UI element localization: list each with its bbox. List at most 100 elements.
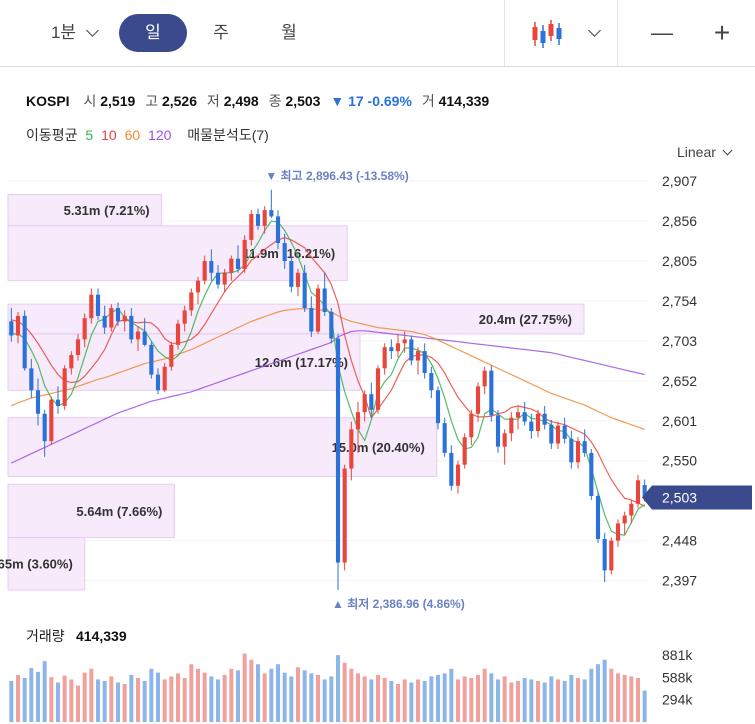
tab-month-label: 월 [281, 23, 297, 42]
price-chart[interactable]: 5.31m (7.21%) 11.9m (16.21%) 20.4m (27.75%… [0, 165, 755, 615]
candle-body [42, 413, 47, 442]
volume-bar [149, 668, 154, 722]
candle-body [415, 351, 421, 361]
volume-bar [42, 661, 47, 722]
candle-body [249, 214, 254, 240]
candle-body [295, 272, 301, 287]
candle-body [282, 243, 287, 262]
tab-month[interactable]: 월 [264, 14, 314, 52]
candle-body [435, 390, 441, 424]
candle-body [489, 370, 494, 416]
candle-body [555, 425, 561, 444]
toolbar-divider [617, 0, 618, 66]
volume-bar [409, 682, 414, 722]
candle-body [642, 485, 647, 498]
volume-bar [576, 677, 580, 722]
candle-body [522, 412, 527, 422]
volume-chart-value: 414,339 [76, 628, 127, 644]
chevron-down-icon [722, 145, 733, 156]
volume-info-value: 414,339 [438, 93, 490, 109]
volume-bar [62, 675, 67, 722]
volume-bar [516, 680, 520, 722]
volume-bar [302, 670, 307, 722]
zoom-in-button[interactable]: + [704, 14, 740, 52]
y-tick-label: 2,601 [662, 413, 697, 429]
volume-tick-label: 881k [662, 647, 693, 663]
y-tick-label: 2,397 [662, 573, 697, 589]
volume-bar [109, 676, 114, 722]
indicator-legend[interactable]: 이동평균 5 10 60 120 매물분석도(7) [26, 125, 273, 145]
volume-bar [522, 677, 527, 722]
volume-bar [136, 677, 140, 722]
candle-body [429, 373, 434, 391]
volume-bar [276, 664, 280, 722]
candle-body [229, 258, 234, 273]
volume-profile-bar [7, 483, 175, 538]
volume-bar [142, 680, 147, 722]
candle-body [549, 424, 554, 444]
volume-bar [349, 668, 354, 722]
volume-bar [556, 679, 560, 722]
tab-week[interactable]: 주 [196, 14, 246, 52]
tab-day[interactable]: 일 [119, 14, 187, 52]
candle-body [275, 216, 281, 244]
volume-profile-label: 12.6m (17.17%) [255, 355, 348, 370]
volume-bar [229, 668, 234, 722]
volume-bar [116, 682, 120, 722]
y-tick-label: 2,805 [662, 253, 697, 269]
candle-body [269, 210, 274, 217]
zoom-out-button[interactable]: — [644, 14, 680, 52]
candle-body [169, 344, 174, 367]
high-label: 고 [145, 93, 159, 109]
chevron-down-icon [86, 24, 99, 37]
volume-bar [536, 680, 540, 722]
candle-body [189, 292, 194, 311]
y-tick-label: 2,754 [662, 293, 697, 309]
candle-body [69, 355, 74, 369]
scale-select[interactable]: Linear [677, 144, 733, 160]
tab-week-label: 주 [213, 23, 229, 42]
chart-type-select[interactable] [520, 14, 610, 52]
volume-bar [589, 668, 594, 722]
volume-bar [96, 679, 100, 722]
volume-bar [296, 667, 300, 722]
candle-body [389, 347, 394, 352]
interval-select[interactable]: 1분 [38, 14, 110, 52]
candle-body [115, 308, 121, 322]
candle-body [149, 344, 154, 375]
candle-body [129, 315, 134, 340]
current-price-tag [642, 485, 752, 510]
volume-chart[interactable]: 거래량 414,339 881k 588k 294k [0, 620, 755, 724]
y-tick-label: 2,856 [662, 213, 697, 229]
candle-body [335, 338, 341, 563]
candle-body [29, 368, 34, 391]
volume-bar [82, 672, 87, 722]
volume-tick-label: 588k [662, 669, 693, 685]
volume-bar [202, 672, 207, 722]
candle-body [355, 412, 361, 430]
volume-bar [249, 659, 254, 722]
candle-body [562, 425, 567, 439]
volume-profile-label: 15.0m (20.40%) [332, 440, 425, 455]
volume-bar [9, 680, 14, 722]
volume-bar [542, 682, 547, 722]
volume-bar [376, 674, 380, 722]
candlestick-icon [532, 19, 562, 48]
candle-body [402, 339, 407, 344]
volume-bar [322, 679, 327, 722]
candle-body [242, 239, 247, 269]
volume-bar [222, 674, 227, 722]
volume-bar [629, 676, 634, 722]
candle-body [462, 437, 467, 465]
high-value: 2,526 [161, 93, 198, 109]
candle-body [449, 452, 454, 486]
candle-body [262, 210, 267, 226]
candle-body [609, 540, 614, 571]
candle-body [9, 321, 14, 336]
candle-body [369, 394, 374, 410]
volume-bar [256, 664, 260, 722]
candle-body [95, 294, 101, 316]
candle-body [622, 515, 627, 524]
volume-bar [609, 668, 614, 722]
volume-bar [189, 664, 194, 722]
